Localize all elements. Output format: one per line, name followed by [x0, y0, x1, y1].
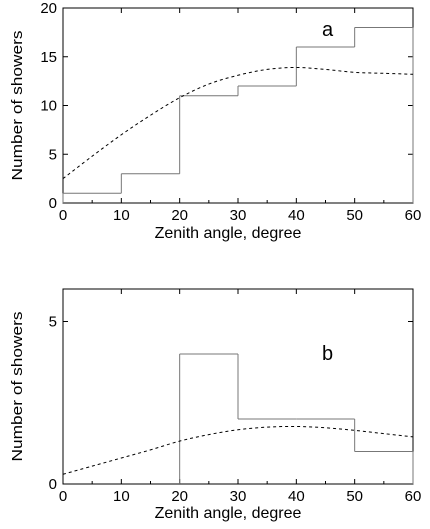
y-tick-label: 5: [49, 314, 57, 331]
x-tick-label: 0: [59, 488, 67, 505]
y-tick-label: 0: [49, 476, 57, 493]
x-tick-label: 60: [405, 207, 422, 224]
x-tick-label: 0: [59, 207, 67, 224]
x-tick-label: 10: [113, 207, 130, 224]
x-tick-label: 30: [230, 488, 247, 505]
x-tick-label: 30: [230, 207, 247, 224]
y-tick-label: 10: [40, 98, 57, 115]
plot-frame: [62, 7, 414, 204]
x-tick-label: 20: [171, 207, 188, 224]
fit-curve: [62, 425, 414, 475]
x-axis-title: Zenith angle, degree: [155, 225, 302, 242]
x-tick-label: 40: [288, 207, 305, 224]
y-tick-label: 15: [40, 49, 57, 66]
y-tick-label: 20: [40, 0, 57, 17]
panel-label: a: [322, 19, 334, 41]
fit-curve: [62, 66, 414, 180]
x-tick-label: 40: [288, 488, 305, 505]
x-tick-label: 50: [346, 207, 363, 224]
x-tick-label: 60: [405, 488, 422, 505]
x-axis-title: Zenith angle, degree: [155, 505, 302, 522]
y-axis-title: Number of showers: [9, 31, 26, 181]
x-tick-label: 20: [171, 488, 188, 505]
chart-panel-b: 0 10 20 30 40 50 60 0 5 b Zenith angle, degree Numb…: [9, 288, 422, 522]
y-axis-title: Number of showers: [9, 312, 26, 462]
y-tick-label: 0: [49, 195, 57, 212]
y-tick-label: 5: [49, 146, 57, 163]
x-tick-label: 50: [346, 488, 363, 505]
x-tick-label: 10: [113, 488, 130, 505]
chart-panel-a: 0 10 20 30 40 50 60 0 5 10 15 20 a Zenith angle, degr…: [9, 0, 421, 242]
panel-label: b: [322, 343, 333, 365]
